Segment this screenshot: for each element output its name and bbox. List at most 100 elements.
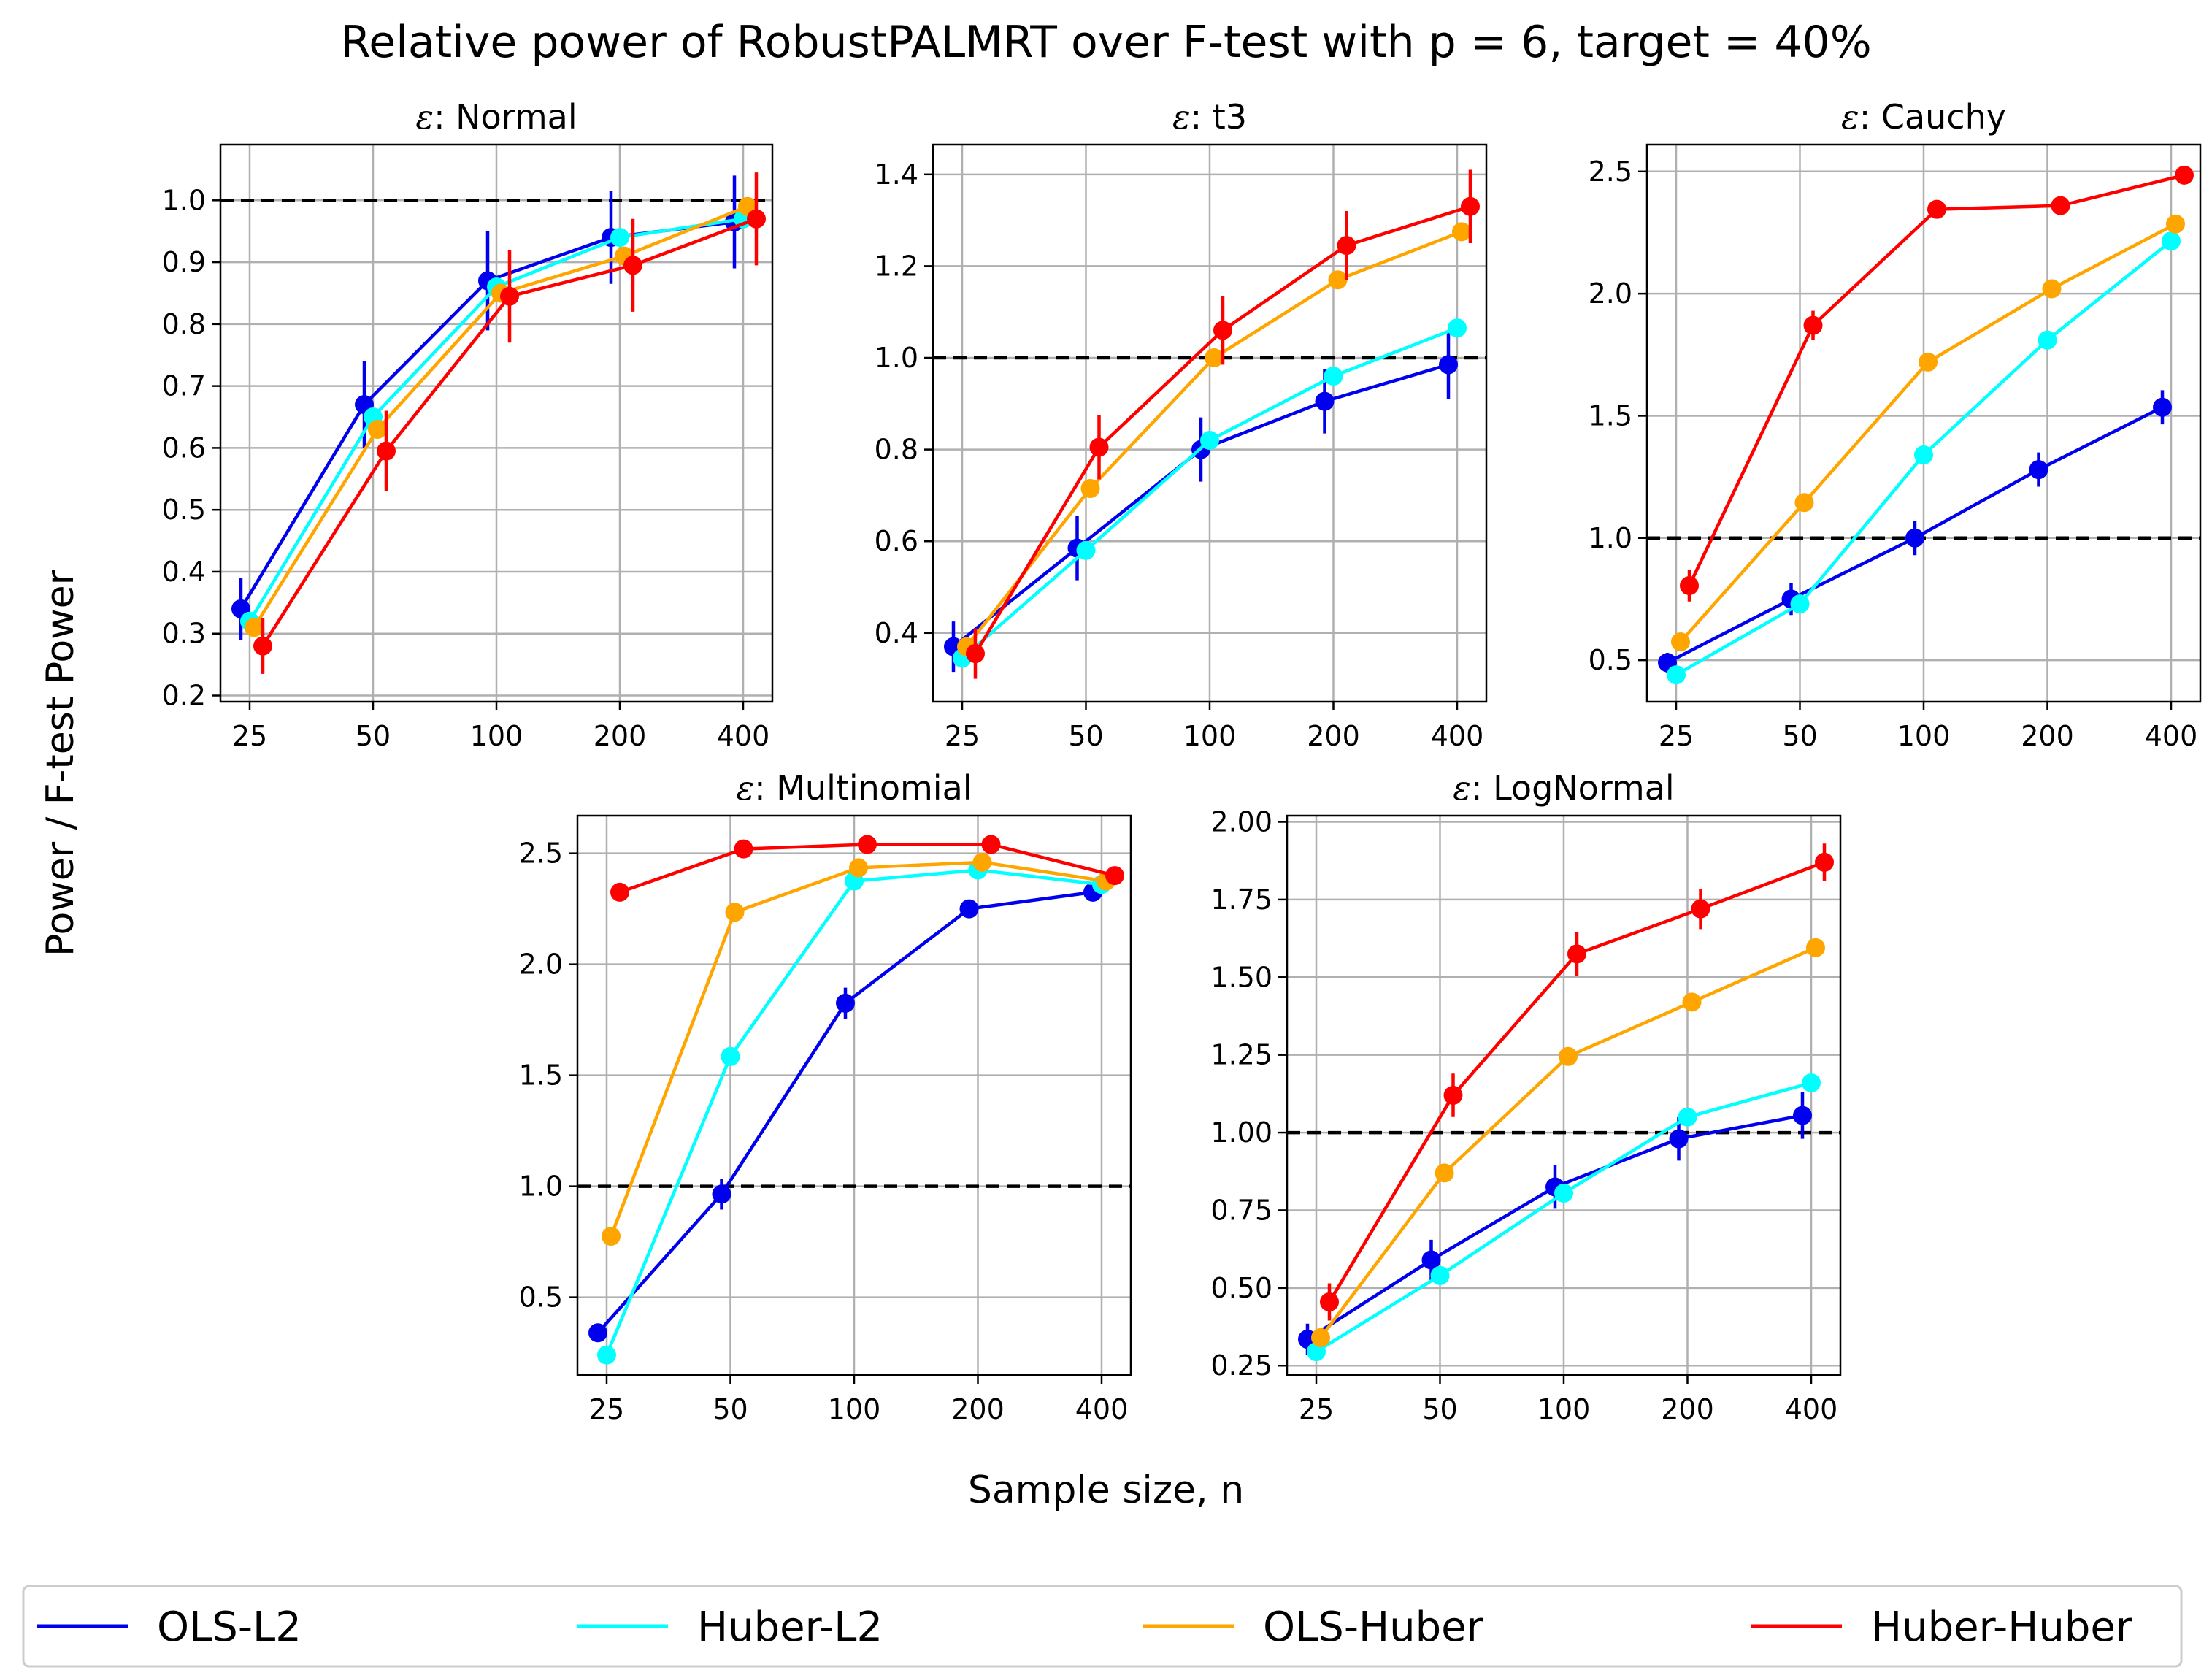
data-point [253, 636, 272, 656]
data-point [1320, 1292, 1339, 1311]
y-tick-label: 1.4 [875, 158, 918, 191]
subplot-title: ε: LogNormal [1453, 768, 1674, 808]
series-ols-l2 [231, 175, 744, 640]
x-tick-label: 200 [951, 1393, 1005, 1425]
series-huber-l2 [1667, 231, 2181, 685]
data-point [1793, 1106, 1812, 1125]
data-point [1089, 437, 1109, 457]
grid [1287, 816, 1840, 1375]
data-point [1076, 540, 1096, 560]
series-ols-l2 [588, 882, 1102, 1343]
x-tick-label: 200 [594, 720, 647, 752]
data-point [1927, 199, 1946, 219]
legend-item-huber-huber: Huber-Huber [1751, 1604, 2133, 1651]
series-huber-huber [1320, 843, 1834, 1321]
data-point [1678, 1107, 1697, 1127]
y-tick-label: 1.5 [519, 1060, 563, 1092]
series-line [1679, 222, 2177, 643]
y-tick-label: 0.25 [1210, 1349, 1272, 1382]
grid [1647, 145, 2200, 702]
legend: OLS-L2 Huber-L2 OLS-Huber Huber-Huber [22, 1585, 2183, 1668]
subplot-title-text: : t3 [1191, 97, 1247, 137]
data-point [1669, 1129, 1689, 1149]
y-tick-label: 0.4 [875, 617, 918, 649]
x-tick-label: 400 [1075, 1393, 1129, 1425]
data-point [1567, 944, 1586, 964]
data-point [610, 228, 629, 248]
grid [220, 145, 772, 702]
data-point [1337, 236, 1356, 256]
subplot-title-symbol: ε [415, 97, 434, 137]
data-point [2162, 231, 2181, 251]
subplot-title: ε: Multinomial [736, 768, 972, 808]
series-line [952, 363, 1449, 648]
subplot-title: ε: t3 [1172, 97, 1247, 137]
data-point [588, 1323, 607, 1343]
data-point [1205, 348, 1224, 368]
x-tick-label: 50 [1068, 720, 1103, 752]
data-point [1691, 899, 1710, 919]
data-point [1919, 352, 1938, 372]
series-ols-l2 [1658, 390, 2172, 673]
subplot-3: ε: Cauchy 0.5 1.0 1.5 2.0 2.5 25 50 100 200 400 [1589, 97, 2202, 752]
y-tick-label: 1.2 [875, 250, 918, 282]
subplot-title-text: : Normal [434, 97, 577, 137]
data-point [1554, 1184, 1573, 1203]
subplot-5: ε: LogNormal 0.25 0.50 0.75 1.00 1.25 1.50 1.75… [1210, 768, 1842, 1425]
x-tick-label: 200 [1307, 720, 1360, 752]
data-point [972, 852, 992, 872]
data-point [1815, 852, 1834, 872]
y-tick-label: 2.0 [519, 949, 563, 981]
data-point [981, 835, 1001, 854]
subplot-title-symbol: ε [1453, 768, 1471, 808]
data-point [959, 899, 979, 919]
subplot-title-text: : Cauchy [1859, 97, 2006, 137]
data-point [712, 1184, 731, 1204]
x-tick-label: 400 [1785, 1393, 1838, 1425]
data-point [1080, 478, 1100, 498]
x-tick-label: 400 [717, 720, 770, 752]
y-tick-label: 1.75 [1210, 884, 1272, 916]
data-point [1671, 632, 1690, 652]
x-tick-label: 25 [945, 720, 980, 752]
data-point [1311, 1328, 1330, 1347]
y-tick-label: 1.25 [1210, 1039, 1272, 1071]
legend-label: Huber-L2 [697, 1604, 883, 1651]
series-line [1306, 1114, 1803, 1341]
series-ols-l2 [944, 330, 1458, 673]
y-tick-label: 0.8 [875, 434, 918, 466]
y-tick-label: 0.5 [162, 494, 206, 526]
series-huber-l2 [1307, 1073, 1821, 1362]
data-point [858, 835, 877, 854]
subplot-title: ε: Cauchy [1841, 97, 2006, 137]
y-tick-label: 2.5 [1589, 156, 1632, 188]
series-huber-huber [1680, 165, 2194, 602]
x-tick-label: 200 [2021, 720, 2074, 752]
series-huber-huber [253, 172, 766, 674]
series-ols-huber [602, 852, 1115, 1246]
data-point [734, 839, 753, 859]
data-point [1421, 1250, 1441, 1270]
x-tick-label: 25 [1659, 720, 1694, 752]
y-tick-label: 0.7 [162, 370, 206, 402]
legend-item-huber-l2: Huber-L2 [577, 1604, 883, 1651]
series-huber-huber [610, 835, 1124, 902]
data-point [610, 882, 629, 902]
y-tick-label: 1.00 [1210, 1116, 1272, 1149]
data-point [2166, 214, 2185, 234]
x-tick-label: 50 [1422, 1393, 1457, 1425]
data-point [623, 256, 642, 275]
subplot-title-text: : LogNormal [1471, 768, 1675, 808]
y-tick-label: 1.0 [519, 1171, 563, 1203]
data-point [1315, 391, 1335, 411]
legend-item-ols-huber: OLS-Huber [1143, 1604, 1484, 1651]
data-point [1790, 594, 1810, 614]
data-point [747, 209, 766, 229]
series-line [609, 860, 1107, 1237]
data-point [500, 286, 519, 306]
subplot-title: ε: Normal [415, 97, 577, 137]
x-tick-label: 100 [828, 1393, 881, 1425]
subplot-2: ε: t3 0.4 0.6 0.8 1.0 1.2 1.4 25 50 100 200 400 [875, 97, 1488, 752]
data-point [1213, 321, 1232, 340]
